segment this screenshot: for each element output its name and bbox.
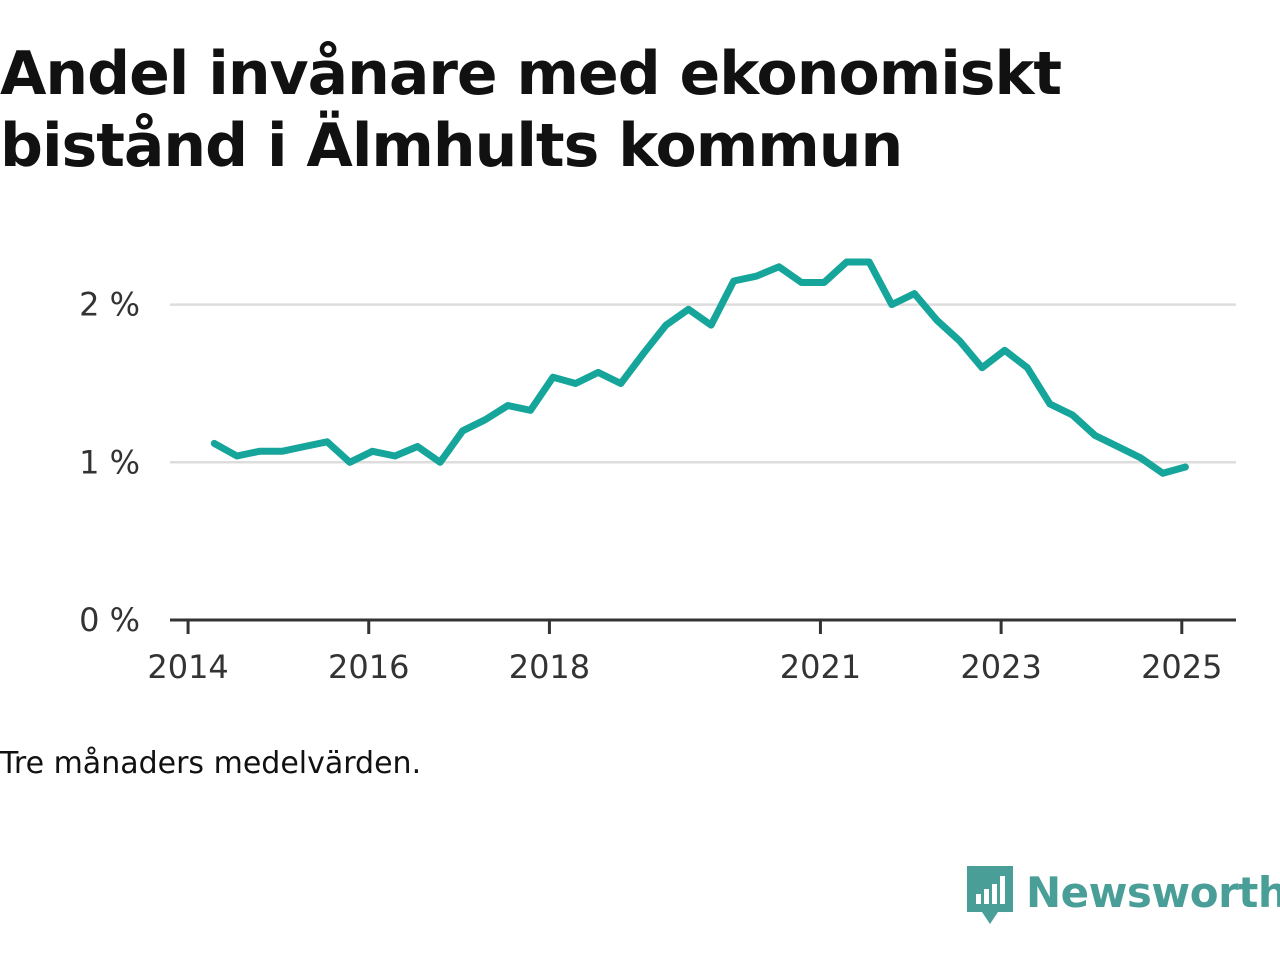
y-axis-labels: 0 % 1 % 2 % — [79, 286, 140, 639]
data-point — [416, 445, 419, 448]
data-point — [867, 260, 871, 264]
data-point — [1025, 366, 1029, 370]
data-point — [890, 303, 894, 307]
x-axis — [170, 618, 1236, 634]
data-point — [574, 382, 578, 385]
y-tick-label: 2 % — [79, 286, 140, 324]
data-point — [1116, 445, 1120, 448]
data-point — [732, 279, 736, 283]
data-point — [235, 454, 239, 458]
data-point — [800, 281, 803, 284]
x-tick-label: 2021 — [780, 648, 861, 686]
data-point — [664, 323, 668, 327]
data-point — [212, 441, 216, 445]
data-point — [709, 323, 713, 327]
x-tick-label: 2023 — [960, 648, 1041, 686]
x-tick-label: 2025 — [1141, 648, 1222, 686]
data-point — [257, 449, 261, 453]
y-tick-label: 1 % — [79, 443, 140, 481]
data-point — [1161, 471, 1165, 475]
gridlines — [170, 303, 1236, 464]
data-point — [1138, 456, 1142, 460]
data-point — [935, 318, 939, 322]
data-point — [393, 454, 397, 458]
brand-name: Newsworthy — [1026, 867, 1280, 917]
data-point — [280, 449, 284, 453]
y-tick-label: 0 % — [79, 601, 140, 639]
data-point — [822, 281, 826, 284]
line-chart: 0 % 1 % 2 % 2014 2016 2018 2021 2023 2025 — [79, 258, 1236, 686]
series-line — [210, 258, 1189, 477]
data-point — [754, 274, 758, 278]
data-point — [438, 460, 442, 464]
data-point — [1093, 434, 1097, 437]
data-point — [687, 307, 690, 311]
data-point — [483, 418, 487, 422]
newsworthy-chart-icon — [967, 866, 1013, 924]
data-point — [325, 440, 329, 444]
data-point — [958, 339, 962, 343]
data-point — [303, 445, 307, 448]
x-tick-label: 2018 — [509, 648, 590, 686]
data-point — [348, 460, 352, 464]
data-point — [596, 370, 600, 374]
x-tick-label: 2016 — [328, 648, 409, 686]
data-point — [980, 366, 984, 370]
chart-title: Andel invånare med ekonomiskt bistånd i … — [0, 39, 1062, 181]
data-point — [1003, 348, 1007, 352]
data-point — [370, 449, 374, 453]
data-point — [777, 265, 781, 269]
data-point — [845, 260, 849, 264]
data-point — [506, 404, 510, 407]
data-point — [1183, 465, 1187, 469]
x-axis-labels: 2014 2016 2018 2021 2023 2025 — [147, 648, 1222, 686]
series — [210, 258, 1189, 477]
footnote: Tre månaders medelvärden. — [0, 746, 422, 781]
data-point — [1048, 402, 1052, 406]
data-point — [641, 352, 645, 355]
data-point — [461, 429, 465, 433]
x-tick-label: 2014 — [147, 648, 228, 686]
data-point — [912, 292, 916, 296]
data-point — [529, 408, 532, 412]
data-point — [619, 382, 623, 385]
newsworthy-logo: Newsworthy — [964, 864, 1280, 928]
data-point — [551, 375, 555, 379]
data-point — [1071, 413, 1074, 417]
